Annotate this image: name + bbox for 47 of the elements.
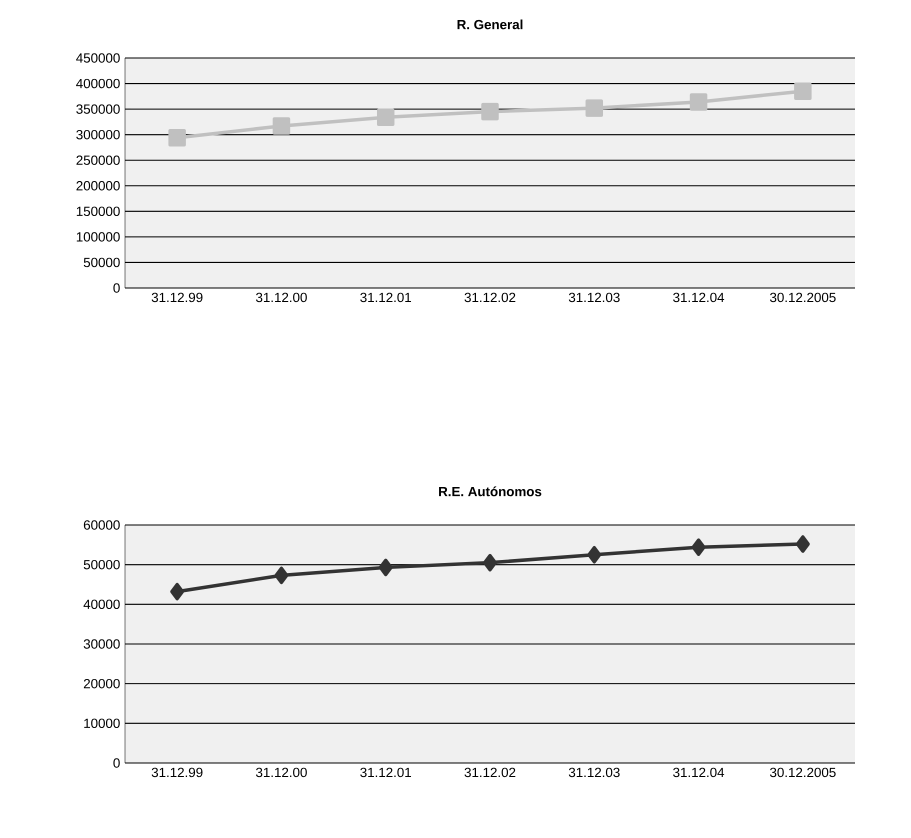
y-tick-label: 60000 bbox=[84, 520, 120, 530]
y-tick-label: 30000 bbox=[84, 639, 120, 649]
x-tick-label: 31.12.03 bbox=[568, 292, 620, 302]
point bbox=[274, 566, 288, 584]
y-tick-label: 300000 bbox=[76, 130, 120, 140]
y-tick-label: 50000 bbox=[84, 560, 120, 570]
point bbox=[690, 93, 708, 111]
y-tick-label: 250000 bbox=[76, 156, 120, 165]
y-tick-label: 400000 bbox=[76, 78, 120, 88]
point bbox=[170, 582, 184, 600]
y-tick-label: 100000 bbox=[76, 232, 120, 242]
point bbox=[587, 546, 602, 564]
x-tick-label: 31.12.01 bbox=[360, 768, 412, 778]
y-tick-label: 0 bbox=[113, 283, 120, 293]
point bbox=[796, 535, 810, 553]
point bbox=[376, 108, 394, 126]
point bbox=[586, 99, 604, 117]
x-tick-label: 31.12.03 bbox=[568, 768, 620, 778]
point bbox=[794, 82, 812, 100]
x-tick-label: 31.12.02 bbox=[464, 768, 516, 778]
y-tick-label: 10000 bbox=[84, 718, 120, 728]
x-tick-label: 31.12.00 bbox=[256, 292, 307, 302]
x-tick-label: 30.12.2005 bbox=[770, 768, 836, 778]
point bbox=[692, 538, 706, 556]
point bbox=[272, 117, 290, 135]
chart-title: R.E. Autónomos bbox=[439, 486, 542, 496]
x-tick-label: 31.12.01 bbox=[360, 292, 412, 302]
point bbox=[378, 558, 393, 576]
x-tick-label: 31.12.99 bbox=[152, 768, 202, 778]
y-tick-label: 350000 bbox=[76, 104, 120, 114]
x-tick-label: 31.12.04 bbox=[673, 292, 724, 302]
point bbox=[483, 554, 497, 572]
y-tick-label: 20000 bbox=[84, 678, 120, 688]
y-tick-label: 0 bbox=[113, 758, 120, 768]
point bbox=[481, 102, 499, 120]
y-tick-label: 40000 bbox=[84, 600, 120, 610]
chart-title: R. General bbox=[458, 19, 522, 30]
x-tick-label: 30.12.2005 bbox=[770, 292, 836, 302]
point bbox=[168, 128, 186, 146]
x-tick-label: 31.12.99 bbox=[152, 292, 202, 302]
x-tick-label: 31.12.02 bbox=[464, 292, 516, 302]
y-tick-label: 200000 bbox=[76, 181, 120, 190]
x-tick-label: 31.12.04 bbox=[673, 768, 724, 778]
y-tick-label: 150000 bbox=[76, 206, 120, 216]
y-tick-label: 450000 bbox=[76, 53, 120, 63]
x-tick-label: 31.12.00 bbox=[256, 768, 307, 778]
y-tick-label: 50000 bbox=[84, 258, 120, 268]
